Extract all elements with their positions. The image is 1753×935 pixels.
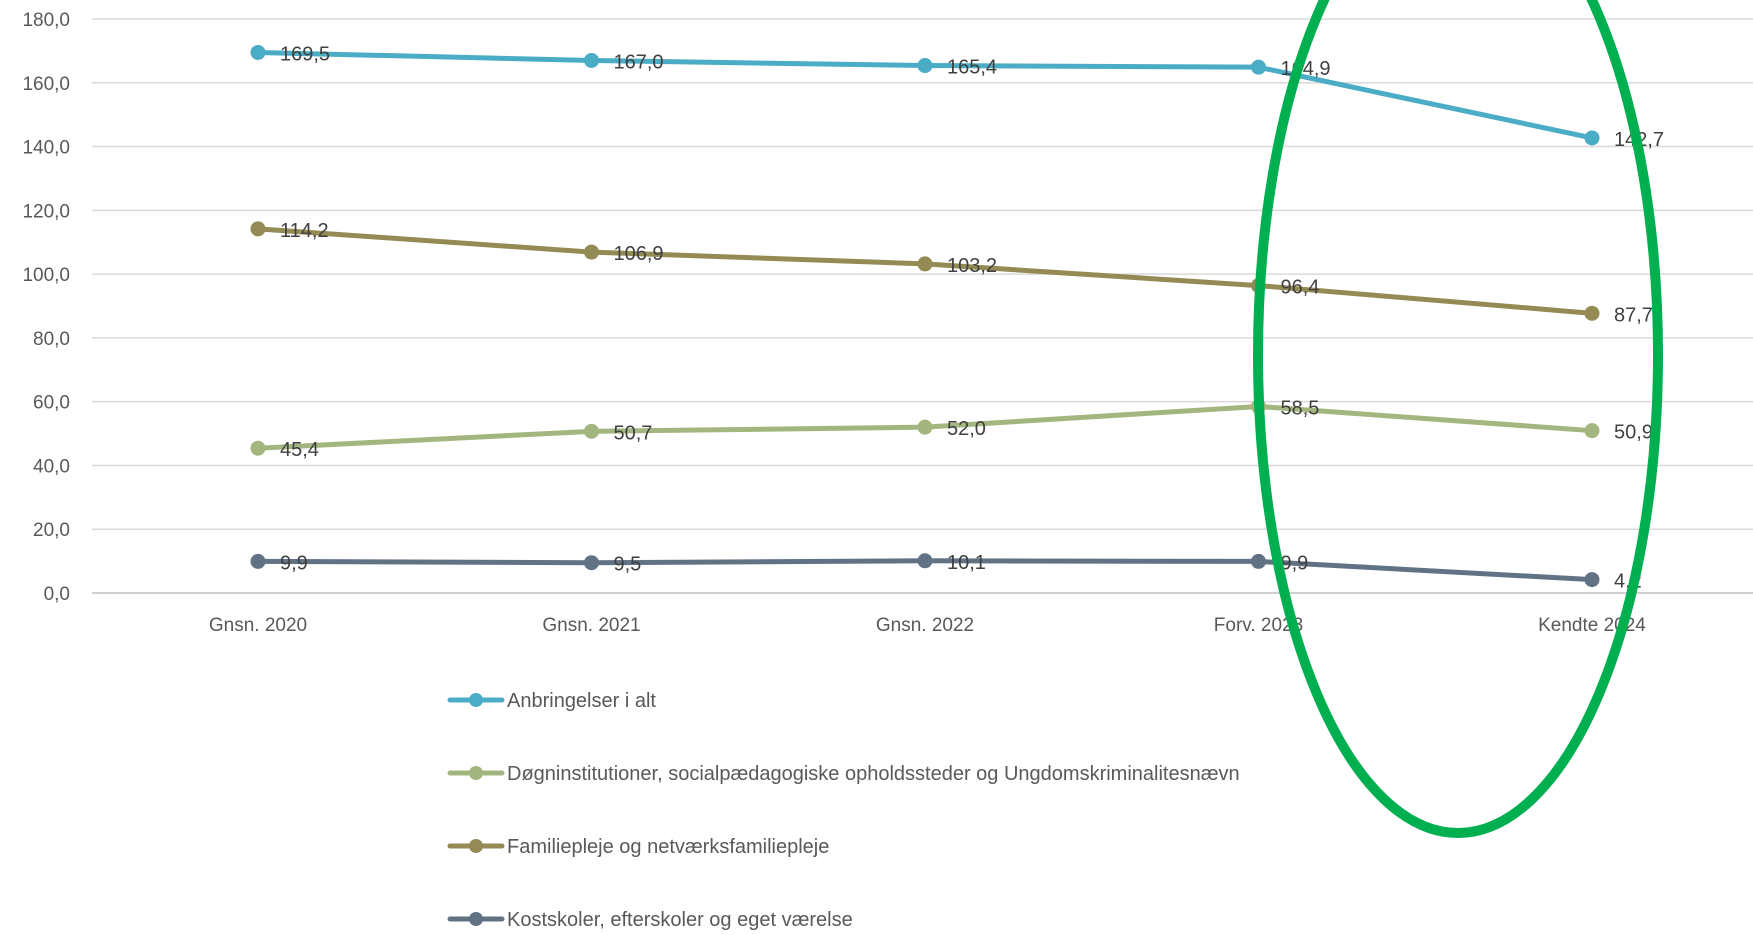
legend-label: Anbringelser i alt: [507, 690, 656, 712]
data-point: [917, 256, 933, 272]
y-tick-label: 20,0: [33, 520, 70, 541]
legend-label: Kostskoler, efterskoler og eget værelse: [507, 909, 853, 931]
data-label: 106,9: [614, 243, 664, 265]
legend-marker: [469, 839, 483, 853]
highlight-ellipse: [1253, 0, 1663, 838]
data-point: [1251, 59, 1266, 75]
gridlines: [92, 18, 1753, 594]
data-label: 96,4: [1281, 277, 1320, 299]
legend-label: Døgninstitutioner, socialpædagogiske oph…: [507, 763, 1240, 785]
x-tick-label: Gnsn. 2021: [542, 615, 640, 636]
legend-item: Familiepleje og netværksfamiliepleje: [447, 836, 829, 858]
data-point: [1584, 423, 1600, 439]
data-label: 169,5: [280, 43, 330, 65]
data-point: [917, 58, 933, 74]
x-tick-label: Gnsn. 2020: [209, 615, 307, 636]
legend-marker: [469, 766, 483, 780]
data-point: [584, 555, 599, 571]
y-tick-label: 160,0: [22, 74, 70, 95]
data-label: 87,7: [1614, 304, 1653, 326]
data-point: [1251, 553, 1266, 569]
y-tick-label: 0,0: [44, 584, 70, 605]
data-label: 45,4: [280, 439, 319, 461]
legend-item: Døgninstitutioner, socialpædagogiske oph…: [447, 763, 1240, 785]
data-point: [584, 423, 599, 439]
data-label: 58,5: [1281, 397, 1320, 419]
legend-marker: [469, 912, 483, 926]
y-axis: 0,0 20,0 40,0 60,0 80,0 100,0 120,0 140,0 160,0 1…: [22, 10, 70, 605]
y-tick-label: 80,0: [33, 329, 70, 350]
y-tick-label: 40,0: [33, 456, 70, 477]
data-label: 9,5: [614, 554, 642, 576]
x-axis: Gnsn. 2020 Gnsn. 2021 Gnsn. 2022 Forv. 2023…: [209, 615, 1646, 636]
data-label: 52,0: [947, 418, 986, 440]
data-label: 9,9: [1281, 552, 1309, 574]
data-point: [250, 553, 266, 569]
data-point: [1584, 572, 1600, 588]
y-tick-label: 100,0: [22, 265, 70, 286]
data-point: [917, 553, 933, 569]
data-point: [917, 419, 933, 435]
y-tick-label: 140,0: [22, 138, 70, 159]
legend-label: Familiepleje og netværksfamiliepleje: [507, 836, 829, 858]
data-label: 167,0: [614, 51, 664, 73]
x-tick-label: Gnsn. 2022: [876, 615, 974, 636]
data-point: [250, 44, 266, 60]
legend-marker: [469, 693, 483, 707]
data-point: [584, 244, 599, 260]
legend-item: Kostskoler, efterskoler og eget værelse: [447, 909, 853, 931]
data-label: 50,7: [614, 422, 653, 444]
data-point: [1584, 305, 1600, 321]
y-tick-label: 120,0: [22, 201, 70, 222]
data-point: [584, 52, 599, 68]
data-label: 164,9: [1281, 58, 1331, 80]
series-layer: [250, 44, 1600, 588]
x-tick-label: Forv. 2023: [1214, 615, 1303, 636]
data-label: 103,2: [947, 255, 997, 277]
data-label: 114,2: [280, 220, 329, 242]
data-label: 165,4: [947, 57, 997, 79]
data-label: 9,9: [280, 552, 308, 574]
legend-item: Anbringelser i alt: [447, 690, 656, 712]
data-point: [1584, 130, 1600, 146]
data-label: 10,1: [947, 552, 986, 574]
y-tick-label: 180,0: [22, 10, 70, 31]
legend: Anbringelser i alt Døgninstitutioner, soc…: [447, 690, 1240, 931]
annotation-layer: [1253, 0, 1663, 838]
data-label: 50,9: [1614, 422, 1653, 444]
data-point: [250, 221, 266, 237]
y-tick-label: 60,0: [33, 393, 70, 414]
data-point: [250, 440, 266, 456]
